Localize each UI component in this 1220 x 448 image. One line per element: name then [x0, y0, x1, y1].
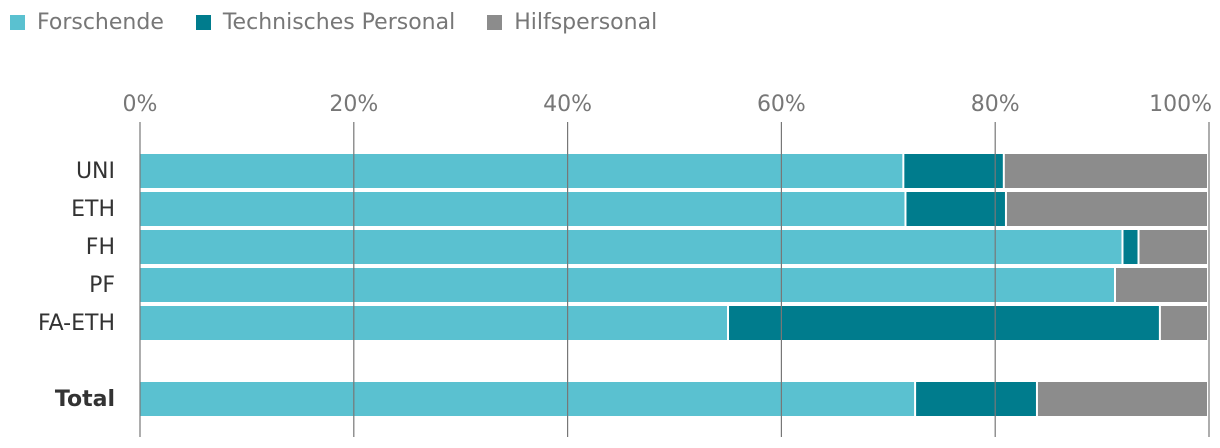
category-label: FH — [86, 235, 115, 260]
bar-total-hilfspersonal — [1037, 382, 1207, 416]
legend-swatch-hilfspersonal — [487, 15, 503, 30]
bar-fa-eth-hilfspersonal — [1160, 306, 1207, 340]
category-label: Total — [55, 387, 115, 412]
bar-uni-forschende — [140, 154, 903, 188]
tick-layer: 0% 20% 40% 60% 80% 100% — [123, 92, 1212, 117]
x-tick-label: 80% — [971, 92, 1020, 117]
bar-fa-eth-technisches-personal — [729, 306, 1159, 340]
category-label: PF — [89, 273, 115, 298]
x-tick-label: 60% — [757, 92, 806, 117]
bar-pf-forschende — [140, 268, 1114, 302]
bar-eth-hilfspersonal — [1006, 192, 1207, 226]
legend-item-hilfspersonal: Hilfspersonal — [487, 10, 657, 35]
bar-uni-technisches-personal — [904, 154, 1003, 188]
legend-swatch-forschende — [10, 15, 25, 30]
category-label: FA-ETH — [38, 311, 115, 336]
legend-label-forschende: Forschende — [37, 10, 164, 35]
legend-label-technisches-personal: Technisches Personal — [222, 10, 456, 35]
bar-eth-technisches-personal — [906, 192, 1005, 226]
bar-fh-hilfspersonal — [1139, 230, 1207, 264]
x-tick-label: 20% — [329, 92, 378, 117]
legend-item-technisches-personal: Technisches Personal — [195, 10, 456, 35]
bar-total-technisches-personal — [916, 382, 1036, 416]
legend-label-hilfspersonal: Hilfspersonal — [514, 10, 658, 35]
x-tick-label: 40% — [543, 92, 592, 117]
grid-layer — [139, 122, 1210, 437]
category-label: ETH — [71, 197, 115, 222]
legend: Forschende Technisches Personal Hilfsper… — [10, 10, 657, 35]
x-tick-label: 0% — [123, 92, 158, 117]
x-tick-label: 100% — [1149, 92, 1212, 117]
bar-fh-technisches-personal — [1123, 230, 1138, 264]
category-label: UNI — [76, 159, 115, 184]
legend-item-forschende: Forschende — [10, 10, 164, 35]
legend-swatch-technisches-personal — [195, 15, 211, 30]
bar-eth-forschende — [140, 192, 905, 226]
bar-uni-hilfspersonal — [1004, 154, 1207, 188]
bar-total-forschende — [140, 382, 915, 416]
bar-pf-hilfspersonal — [1115, 268, 1207, 302]
category-layer: UNI ETH FH PF FA-ETH Total — [38, 159, 115, 412]
bar-fh-forschende — [140, 230, 1122, 264]
bars-layer — [140, 154, 1207, 416]
bar-fa-eth-forschende — [140, 306, 728, 340]
